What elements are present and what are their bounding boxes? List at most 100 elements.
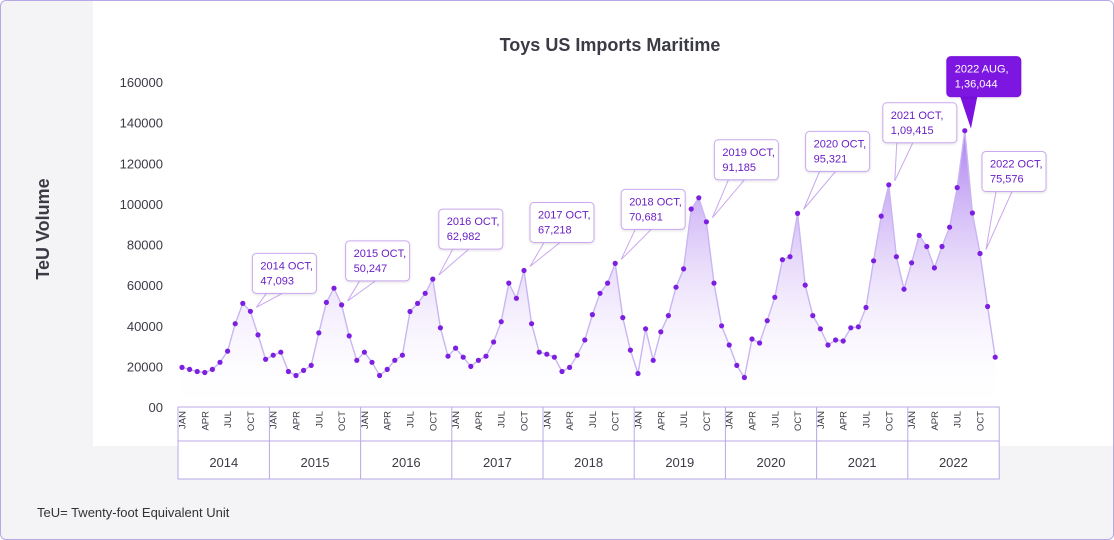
month-tick-label: OCT: [337, 411, 348, 431]
callout-box: [438, 208, 504, 250]
data-point: [225, 348, 231, 354]
data-point: [475, 357, 481, 363]
data-point: [255, 332, 261, 338]
data-point: [833, 337, 839, 343]
data-point: [399, 352, 405, 358]
data-point: [901, 286, 907, 292]
data-point: [863, 304, 869, 311]
month-tick-label: OCT: [246, 411, 257, 431]
callout-label: 2019 OCT,: [722, 147, 775, 159]
month-tick-label: APR: [383, 411, 394, 431]
data-point: [749, 336, 755, 342]
data-point: [285, 368, 291, 375]
data-point: [437, 325, 443, 331]
data-point: [969, 210, 976, 216]
x-axis-box: [177, 406, 1000, 480]
y-tick-label: 60000: [127, 278, 163, 293]
data-point: [529, 321, 535, 327]
callout-value: 62,982: [447, 231, 481, 243]
data-point: [544, 351, 550, 357]
callout-box: [251, 252, 317, 294]
data-point: [893, 254, 900, 260]
data-point: [779, 257, 786, 263]
data-point: [620, 315, 626, 321]
data-point: [947, 224, 953, 230]
callout-value: 50,247: [354, 263, 388, 275]
data-points-layer: [179, 128, 998, 381]
data-point: [855, 324, 862, 330]
area-fill-layer: [182, 130, 996, 407]
data-point: [506, 280, 512, 286]
footnote: TeU= Twenty-foot Equivalent Unit: [37, 505, 230, 520]
callout-pointer: [894, 142, 914, 181]
data-point: [293, 372, 299, 379]
data-point: [605, 280, 611, 286]
callout-label: 2022 AUG,: [955, 64, 1009, 76]
annotation-callouts: 2014 OCT, 47,093 2015 OCT, 50,247 2016 OCT, 6…: [251, 56, 1047, 308]
month-tick-label: OCT: [793, 411, 804, 431]
callout-pointer: [255, 292, 283, 308]
data-point: [962, 128, 968, 134]
data-point: [323, 299, 329, 305]
data-point: [643, 326, 649, 332]
callout-value: 1,36,044: [955, 79, 998, 91]
callout-value: 47,093: [260, 275, 294, 287]
data-point: [688, 206, 694, 212]
annotation-callout: 2017 OCT, 67,218: [529, 201, 595, 267]
annotation-callout: 2014 OCT, 47,093: [251, 252, 317, 308]
data-point: [422, 290, 428, 296]
data-point: [567, 364, 573, 370]
callout-pointer: [985, 190, 1013, 250]
data-point: [939, 243, 945, 250]
data-point: [635, 370, 641, 377]
y-tick-label: 120000: [120, 156, 163, 171]
data-point: [453, 345, 459, 351]
callout-value: 91,185: [722, 162, 756, 174]
month-tick-label: JAN: [634, 411, 645, 429]
data-point: [468, 363, 474, 369]
data-point: [711, 280, 717, 286]
y-tick-label: 100000: [120, 197, 163, 212]
month-tick-label: JUL: [862, 411, 873, 428]
data-point: [232, 321, 238, 327]
data-point: [916, 232, 922, 238]
month-tick-label: APR: [930, 411, 941, 431]
callout-value: 95,321: [814, 153, 848, 165]
data-point: [491, 339, 497, 345]
data-point: [810, 313, 816, 319]
data-point: [270, 352, 276, 358]
callout-pointer: [347, 280, 378, 302]
callout-label: 2020 OCT,: [814, 138, 867, 150]
data-point: [673, 284, 679, 290]
callout-box: [882, 102, 958, 144]
annotation-callout: 2020 OCT, 95,321: [803, 130, 871, 210]
annotation-callout: 2022 OCT, 75,576: [981, 150, 1047, 250]
data-point: [194, 368, 200, 375]
data-point: [719, 323, 725, 329]
x-axis: 2014 JAN APR JUL OCT 2015 JAN APR JUL OCT 2016 JAN A…: [177, 406, 1000, 480]
callout-label: 2015 OCT,: [354, 248, 407, 260]
month-tick-label: OCT: [884, 411, 895, 431]
series-line-layer: [181, 130, 996, 380]
data-point: [521, 267, 527, 274]
data-point: [726, 342, 732, 348]
callout-value: 70,681: [629, 211, 663, 223]
y-tick-label: 00: [149, 400, 163, 415]
data-point: [240, 300, 246, 306]
month-tick-label: APR: [565, 411, 576, 431]
month-tick-label: APR: [748, 411, 759, 431]
data-point: [263, 356, 269, 362]
month-tick-label: JUL: [223, 411, 234, 428]
month-tick-label: JAN: [178, 411, 189, 429]
data-point: [658, 329, 664, 335]
data-point: [202, 369, 208, 376]
data-point: [886, 182, 892, 188]
callout-label: 2014 OCT,: [260, 260, 313, 272]
data-point: [430, 276, 436, 282]
year-label: 2015: [301, 455, 330, 470]
year-label: 2022: [939, 455, 968, 470]
callout-label: 2022 OCT,: [990, 158, 1043, 170]
data-point: [871, 258, 877, 264]
annotation-callout: 2015 OCT, 50,247: [345, 240, 411, 302]
data-point: [179, 364, 185, 370]
